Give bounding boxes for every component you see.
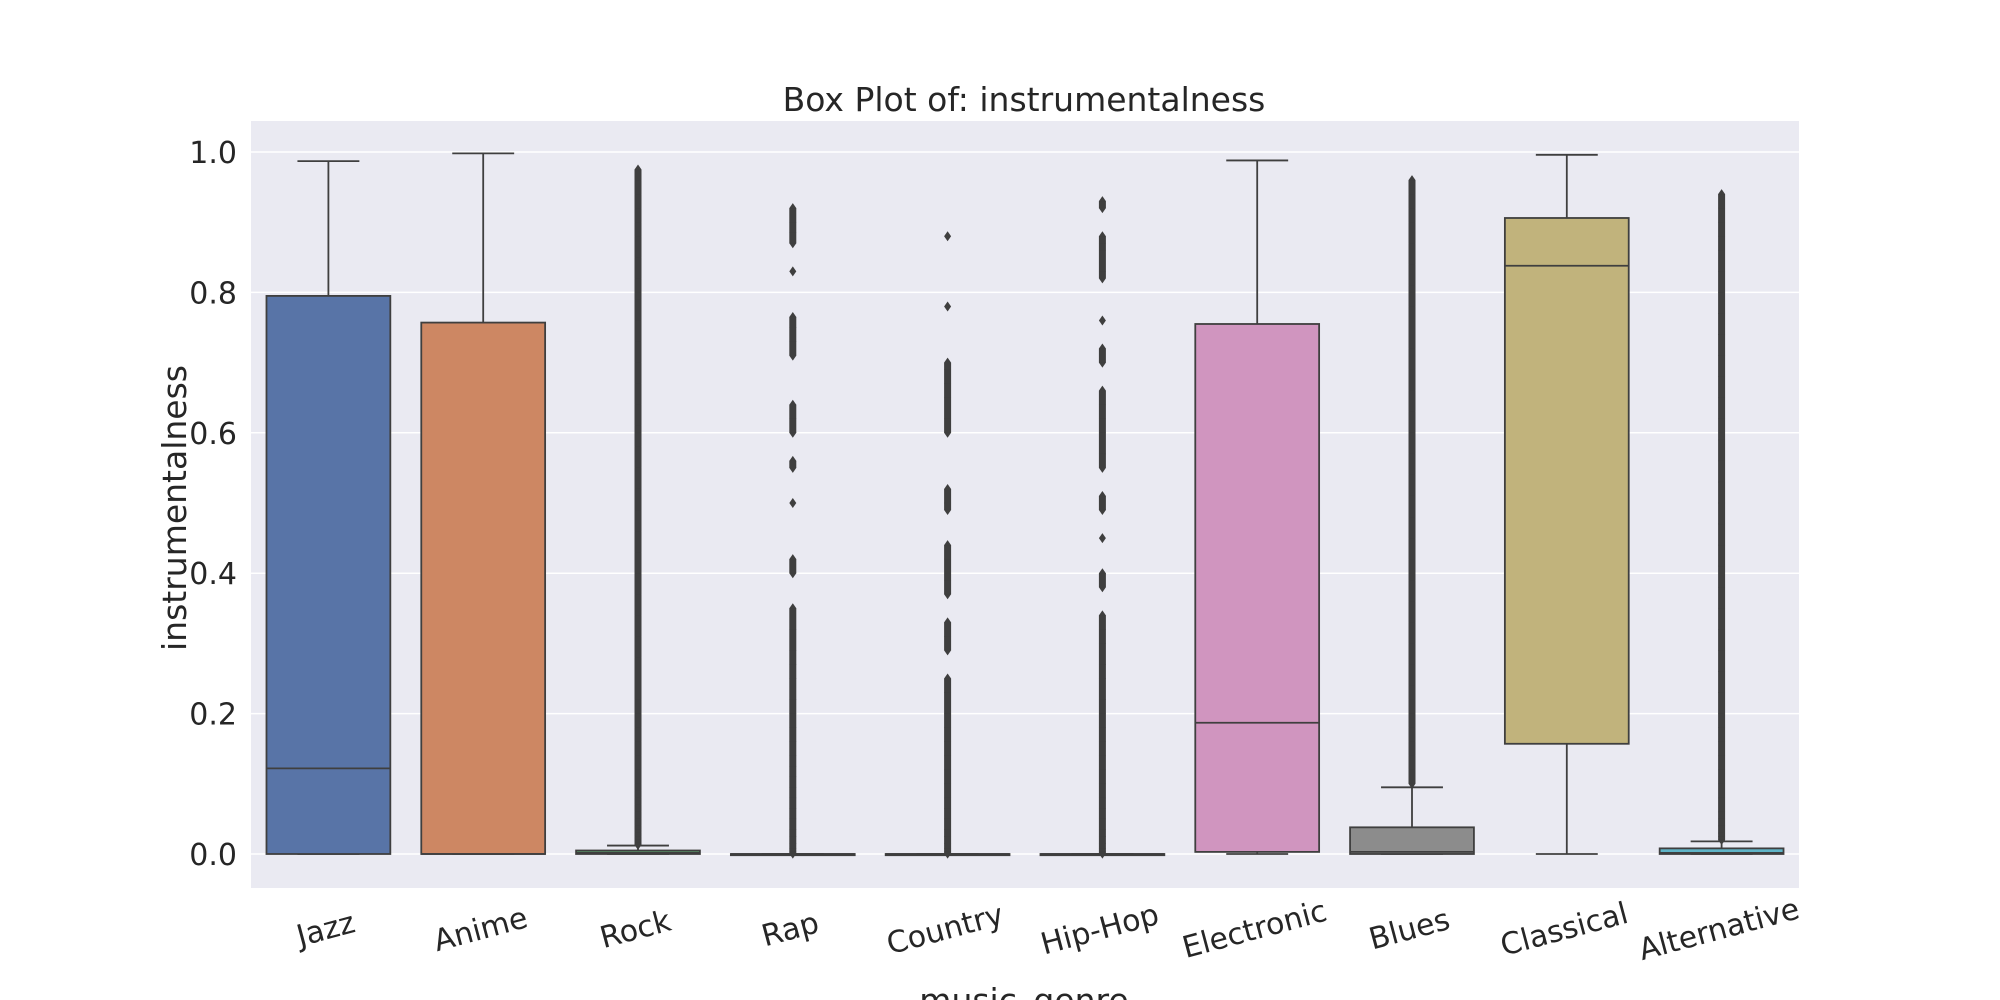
box-hip-hop <box>1039 196 1166 859</box>
box-iqr <box>1503 217 1630 745</box>
x-tick-label: Hip-Hop <box>1037 897 1163 962</box>
x-tick-label: Alternative <box>1635 892 1803 968</box>
chart-title: Box Plot of: instrumentalness <box>783 80 1266 119</box>
x-tick-label: Classical <box>1497 896 1632 964</box>
x-tick-label: Country <box>883 897 1007 962</box>
outlier-point <box>789 498 797 508</box>
y-tick-label: 0.2 <box>189 698 237 733</box>
y-tick-label: 1.0 <box>189 136 237 171</box>
box-jazz <box>265 160 392 855</box>
box-electronic <box>1194 159 1321 855</box>
outlier-point <box>789 266 797 277</box>
y-tick-label: 0.6 <box>189 417 237 452</box>
x-tick-label: Rap <box>758 905 823 954</box>
x-tick-label: Jazz <box>291 905 359 955</box>
x-tick-labels: Jazz Anime Rock Rap Country Hip-Hop Electronic… <box>291 892 1803 968</box>
box-iqr <box>1194 323 1321 853</box>
box-blues <box>1349 175 1475 855</box>
box-rap <box>729 203 856 859</box>
box-iqr <box>420 321 547 855</box>
outlier-point <box>1098 315 1106 326</box>
boxes <box>265 152 1785 859</box>
y-axis-label: instrumentalness <box>155 365 194 651</box>
outlier-point <box>944 301 952 312</box>
y-tick-label: 0.0 <box>189 838 237 873</box>
y-tick-labels: 0.0 0.2 0.4 0.6 0.8 1.0 <box>189 136 237 873</box>
x-axis-label: music_genre <box>919 981 1128 1000</box>
x-tick-label: Anime <box>430 901 531 960</box>
x-tick-label: Rock <box>596 903 675 956</box>
box-rock <box>575 164 701 855</box>
box-anime <box>420 152 547 855</box>
x-tick-label: Electronic <box>1179 894 1331 966</box>
outlier-point <box>944 231 952 242</box>
y-tick-label: 0.8 <box>189 276 237 311</box>
y-tick-label: 0.4 <box>189 557 237 592</box>
box-classical <box>1503 153 1630 855</box>
x-tick-label: Blues <box>1365 902 1453 957</box>
outlier-point <box>1098 533 1106 544</box>
box-country <box>884 231 1011 859</box>
box-iqr <box>1349 826 1475 855</box>
box-alternative <box>1658 189 1785 855</box>
box-iqr <box>1658 847 1785 855</box>
box-iqr <box>265 295 392 855</box>
